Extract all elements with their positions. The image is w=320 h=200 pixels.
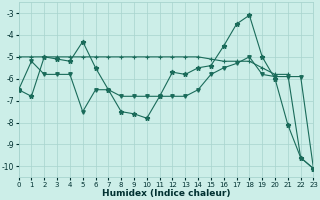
X-axis label: Humidex (Indice chaleur): Humidex (Indice chaleur) (102, 189, 230, 198)
